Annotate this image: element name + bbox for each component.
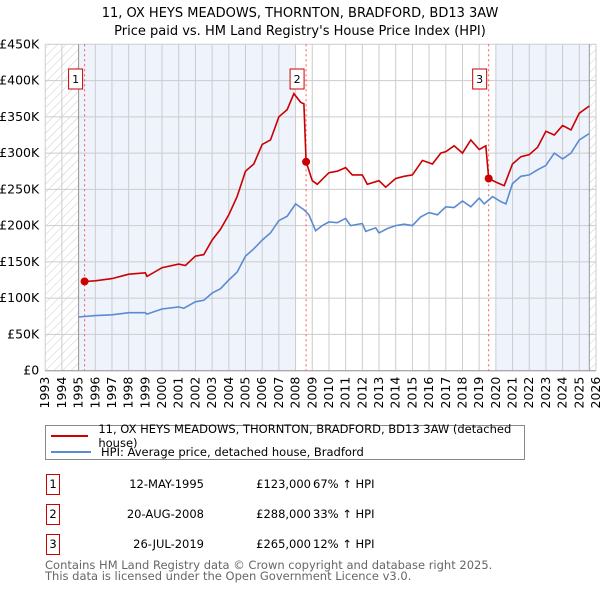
x-tick-label: 1993 xyxy=(37,377,52,409)
x-tick-label: 2002 xyxy=(187,377,202,409)
sale-date: 26-JUL-2019 xyxy=(133,537,204,551)
y-tick-label: £150K xyxy=(0,254,40,269)
y-tick-label: £250K xyxy=(0,181,40,196)
sale-label-box xyxy=(289,68,305,90)
sale-row: 2 20-AUG-2008 £288,000 33% ↑ HPI xyxy=(46,504,446,526)
sale-row: 3 26-JUL-2019 £265,000 12% ↑ HPI xyxy=(46,534,446,556)
x-tick-label: 2013 xyxy=(371,377,386,409)
red-line-swatch xyxy=(51,435,89,437)
sale-point xyxy=(80,277,89,286)
sale-price: £288,000 xyxy=(256,507,311,521)
chart-subtitle: Price paid vs. HM Land Registry's House … xyxy=(114,24,486,39)
sale-point xyxy=(484,174,493,183)
x-tick-label: 2016 xyxy=(421,377,436,409)
sale-marker-badge: 1 xyxy=(46,474,60,495)
x-tick-label: 2012 xyxy=(354,377,369,409)
shaded-period xyxy=(78,44,296,371)
x-tick-label: 2003 xyxy=(204,377,219,409)
sale-hpi-diff: 12% ↑ HPI xyxy=(313,537,375,551)
chart-title: 11, OX HEYS MEADOWS, THORNTON, BRADFORD,… xyxy=(102,6,499,21)
x-tick-label: 2000 xyxy=(154,377,169,409)
sale-row: 1 12-MAY-1995 £123,000 67% ↑ HPI xyxy=(46,474,446,496)
x-tick-label: 2015 xyxy=(404,377,419,409)
x-tick-label: 2004 xyxy=(221,377,236,409)
sale-price: £265,000 xyxy=(256,537,311,551)
x-tick-label: 2019 xyxy=(471,377,486,409)
sale-hpi-diff: 67% ↑ HPI xyxy=(313,477,375,491)
hpi-line xyxy=(78,132,590,318)
y-tick-label: £450K xyxy=(0,36,40,51)
price-chart: 11, OX HEYS MEADOWS, THORNTON, BRADFORD,… xyxy=(0,6,600,409)
x-tick-label: 1997 xyxy=(104,377,119,409)
sale-marker-badge: 3 xyxy=(46,534,60,555)
sale-marker-badge: 2 xyxy=(46,504,60,525)
legend-item-property: 11, OX HEYS MEADOWS, THORNTON, BRADFORD,… xyxy=(51,422,524,450)
x-tick-label: 2023 xyxy=(538,377,553,409)
x-tick-label: 2025 xyxy=(571,377,586,409)
x-tick-label: 2009 xyxy=(304,377,319,409)
x-tick-label: 2001 xyxy=(171,377,186,409)
x-tick-label: 2017 xyxy=(438,377,453,409)
legend-item-hpi: HPI: Average price, detached house, Brad… xyxy=(51,444,364,460)
blue-line-swatch xyxy=(51,451,91,453)
sale-label-box xyxy=(472,68,488,90)
y-tick-label: £100K xyxy=(0,290,40,305)
sale-date: 20-AUG-2008 xyxy=(126,507,204,521)
y-tick-label: £400K xyxy=(0,73,40,88)
x-tick-label: 2020 xyxy=(488,377,503,409)
x-tick-label: 1995 xyxy=(71,377,86,409)
y-tick-label: £0 xyxy=(23,363,39,378)
y-tick-label: £350K xyxy=(0,109,40,124)
footer-copyright: Contains HM Land Registry data © Crown c… xyxy=(45,558,493,572)
y-tick-label: £50K xyxy=(7,326,40,341)
sale-label-number: 1 xyxy=(72,73,79,86)
x-tick-label: 2024 xyxy=(555,377,570,409)
x-tick-label: 2014 xyxy=(388,377,403,409)
footer-licence: This data is licensed under the Open Gov… xyxy=(45,569,412,583)
sale-label-number: 2 xyxy=(294,73,301,86)
sale-hpi-diff: 33% ↑ HPI xyxy=(313,507,375,521)
x-tick-label: 2007 xyxy=(271,377,286,409)
x-tick-label: 2018 xyxy=(454,377,469,409)
x-tick-label: 1996 xyxy=(87,377,102,409)
y-tick-label: £300K xyxy=(0,145,40,160)
price-paid-line xyxy=(84,92,590,283)
x-tick-label: 1999 xyxy=(137,377,152,409)
x-tick-label: 1998 xyxy=(121,377,136,409)
sale-price: £123,000 xyxy=(256,477,311,491)
sale-date: 12-MAY-1995 xyxy=(129,477,204,491)
x-tick-label: 2005 xyxy=(237,377,252,409)
legend-label: 11, OX HEYS MEADOWS, THORNTON, BRADFORD,… xyxy=(98,422,512,450)
sale-label-number: 3 xyxy=(476,73,483,86)
shaded-period xyxy=(495,44,590,371)
x-tick-label: 2010 xyxy=(321,377,336,409)
sale-label-box xyxy=(68,68,84,90)
sale-point xyxy=(302,157,311,166)
y-tick-label: £200K xyxy=(0,218,40,233)
hatched-no-data-region xyxy=(589,44,596,371)
x-tick-label: 2011 xyxy=(338,377,353,409)
legend-label: HPI: Average price, detached house, Brad… xyxy=(101,445,364,459)
x-tick-label: 2022 xyxy=(521,377,536,409)
x-tick-label: 2021 xyxy=(505,377,520,409)
x-tick-label: 2026 xyxy=(588,377,600,409)
legend: 11, OX HEYS MEADOWS, THORNTON, BRADFORD,… xyxy=(45,422,525,460)
x-tick-label: 2008 xyxy=(288,377,303,409)
x-tick-label: 1994 xyxy=(54,377,69,409)
x-tick-label: 2006 xyxy=(254,377,269,409)
